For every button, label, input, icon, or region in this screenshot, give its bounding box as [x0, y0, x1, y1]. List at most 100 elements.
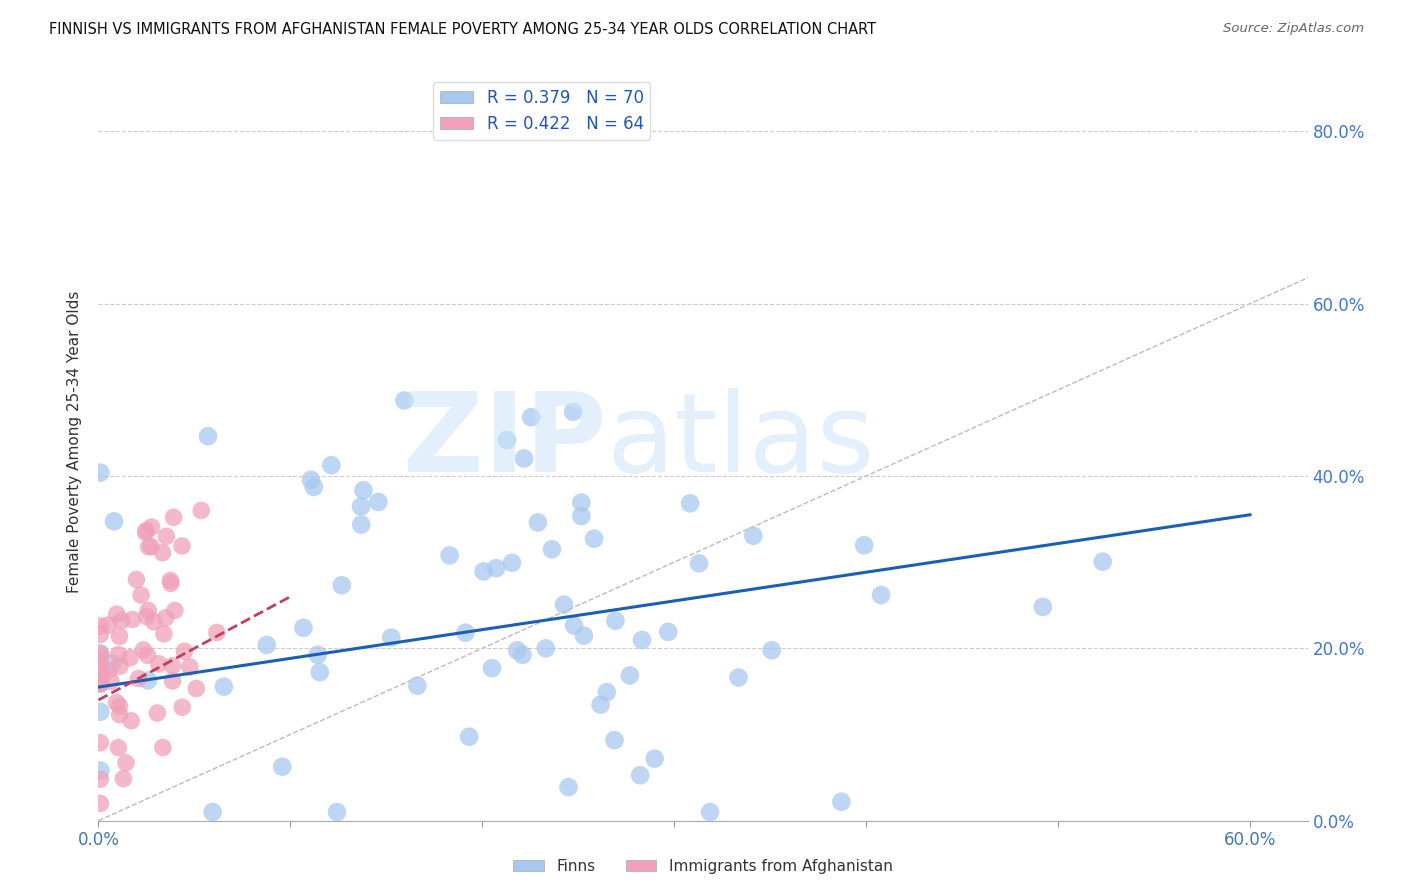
Point: [115, 756, 138, 770]
Point: [569, 509, 592, 524]
Point: [830, 795, 852, 809]
Point: [89, 627, 111, 641]
Point: [132, 643, 155, 657]
Point: [108, 629, 131, 643]
Point: [212, 680, 235, 694]
Point: [125, 573, 148, 587]
Point: [1032, 599, 1054, 614]
Point: [89, 665, 111, 680]
Point: [121, 613, 143, 627]
Point: [107, 740, 129, 755]
Point: [527, 516, 550, 530]
Point: [569, 495, 592, 509]
Point: [146, 706, 169, 720]
Point: [153, 627, 176, 641]
Point: [89, 466, 111, 480]
Point: [644, 751, 666, 765]
Point: [394, 393, 416, 408]
Point: [112, 772, 135, 786]
Point: [1091, 555, 1114, 569]
Point: [89, 651, 111, 665]
Point: [179, 660, 201, 674]
Point: [105, 607, 128, 621]
Point: [101, 657, 124, 671]
Point: [155, 611, 177, 625]
Point: [186, 681, 208, 696]
Point: [120, 714, 142, 728]
Point: [496, 433, 519, 447]
Point: [557, 780, 579, 794]
Point: [98, 664, 121, 678]
Point: [458, 730, 481, 744]
Point: [534, 641, 557, 656]
Point: [583, 532, 606, 546]
Point: [162, 658, 184, 673]
Point: [127, 672, 149, 686]
Point: [108, 659, 131, 673]
Point: [89, 673, 111, 688]
Point: [596, 685, 619, 699]
Point: [89, 797, 111, 811]
Point: [605, 614, 627, 628]
Point: [163, 603, 186, 617]
Point: [89, 677, 111, 691]
Point: [89, 619, 111, 633]
Point: [299, 473, 322, 487]
Point: [688, 557, 710, 571]
Point: [136, 603, 159, 617]
Point: [135, 609, 157, 624]
Point: [481, 661, 503, 675]
Point: [103, 514, 125, 528]
Point: [139, 540, 162, 554]
Point: [727, 671, 749, 685]
Point: [321, 458, 343, 472]
Point: [439, 549, 461, 563]
Point: [541, 542, 564, 557]
Point: [162, 510, 184, 524]
Point: [148, 657, 170, 671]
Point: [350, 500, 373, 514]
Point: [170, 539, 193, 553]
Point: [172, 700, 194, 714]
Point: [572, 629, 595, 643]
Point: [107, 648, 129, 662]
Point: [89, 676, 111, 690]
Point: [135, 524, 157, 538]
Point: [553, 598, 575, 612]
Point: [679, 496, 702, 510]
Point: [152, 546, 174, 560]
Point: [619, 668, 641, 682]
Point: [152, 740, 174, 755]
Point: [761, 643, 783, 657]
Point: [350, 517, 373, 532]
Point: [330, 578, 353, 592]
Point: [135, 525, 157, 540]
Point: [271, 760, 294, 774]
Point: [201, 805, 224, 819]
Point: [89, 772, 111, 786]
Point: [657, 624, 679, 639]
Point: [89, 764, 111, 778]
Point: [89, 736, 111, 750]
Point: [89, 670, 111, 684]
Point: [308, 665, 330, 680]
Point: [108, 699, 131, 714]
Point: [89, 705, 111, 719]
Point: [141, 520, 163, 534]
Point: [506, 643, 529, 657]
Point: [100, 674, 122, 689]
Point: [197, 429, 219, 443]
Point: [89, 676, 111, 690]
Legend: Finns, Immigrants from Afghanistan: Finns, Immigrants from Afghanistan: [508, 853, 898, 880]
Point: [302, 480, 325, 494]
Point: [89, 646, 111, 660]
Point: [136, 648, 159, 663]
Point: [89, 647, 111, 661]
Point: [699, 805, 721, 819]
Point: [742, 529, 765, 543]
Point: [326, 805, 349, 819]
Point: [89, 661, 111, 675]
Point: [562, 618, 585, 632]
Point: [501, 556, 523, 570]
Point: [190, 503, 212, 517]
